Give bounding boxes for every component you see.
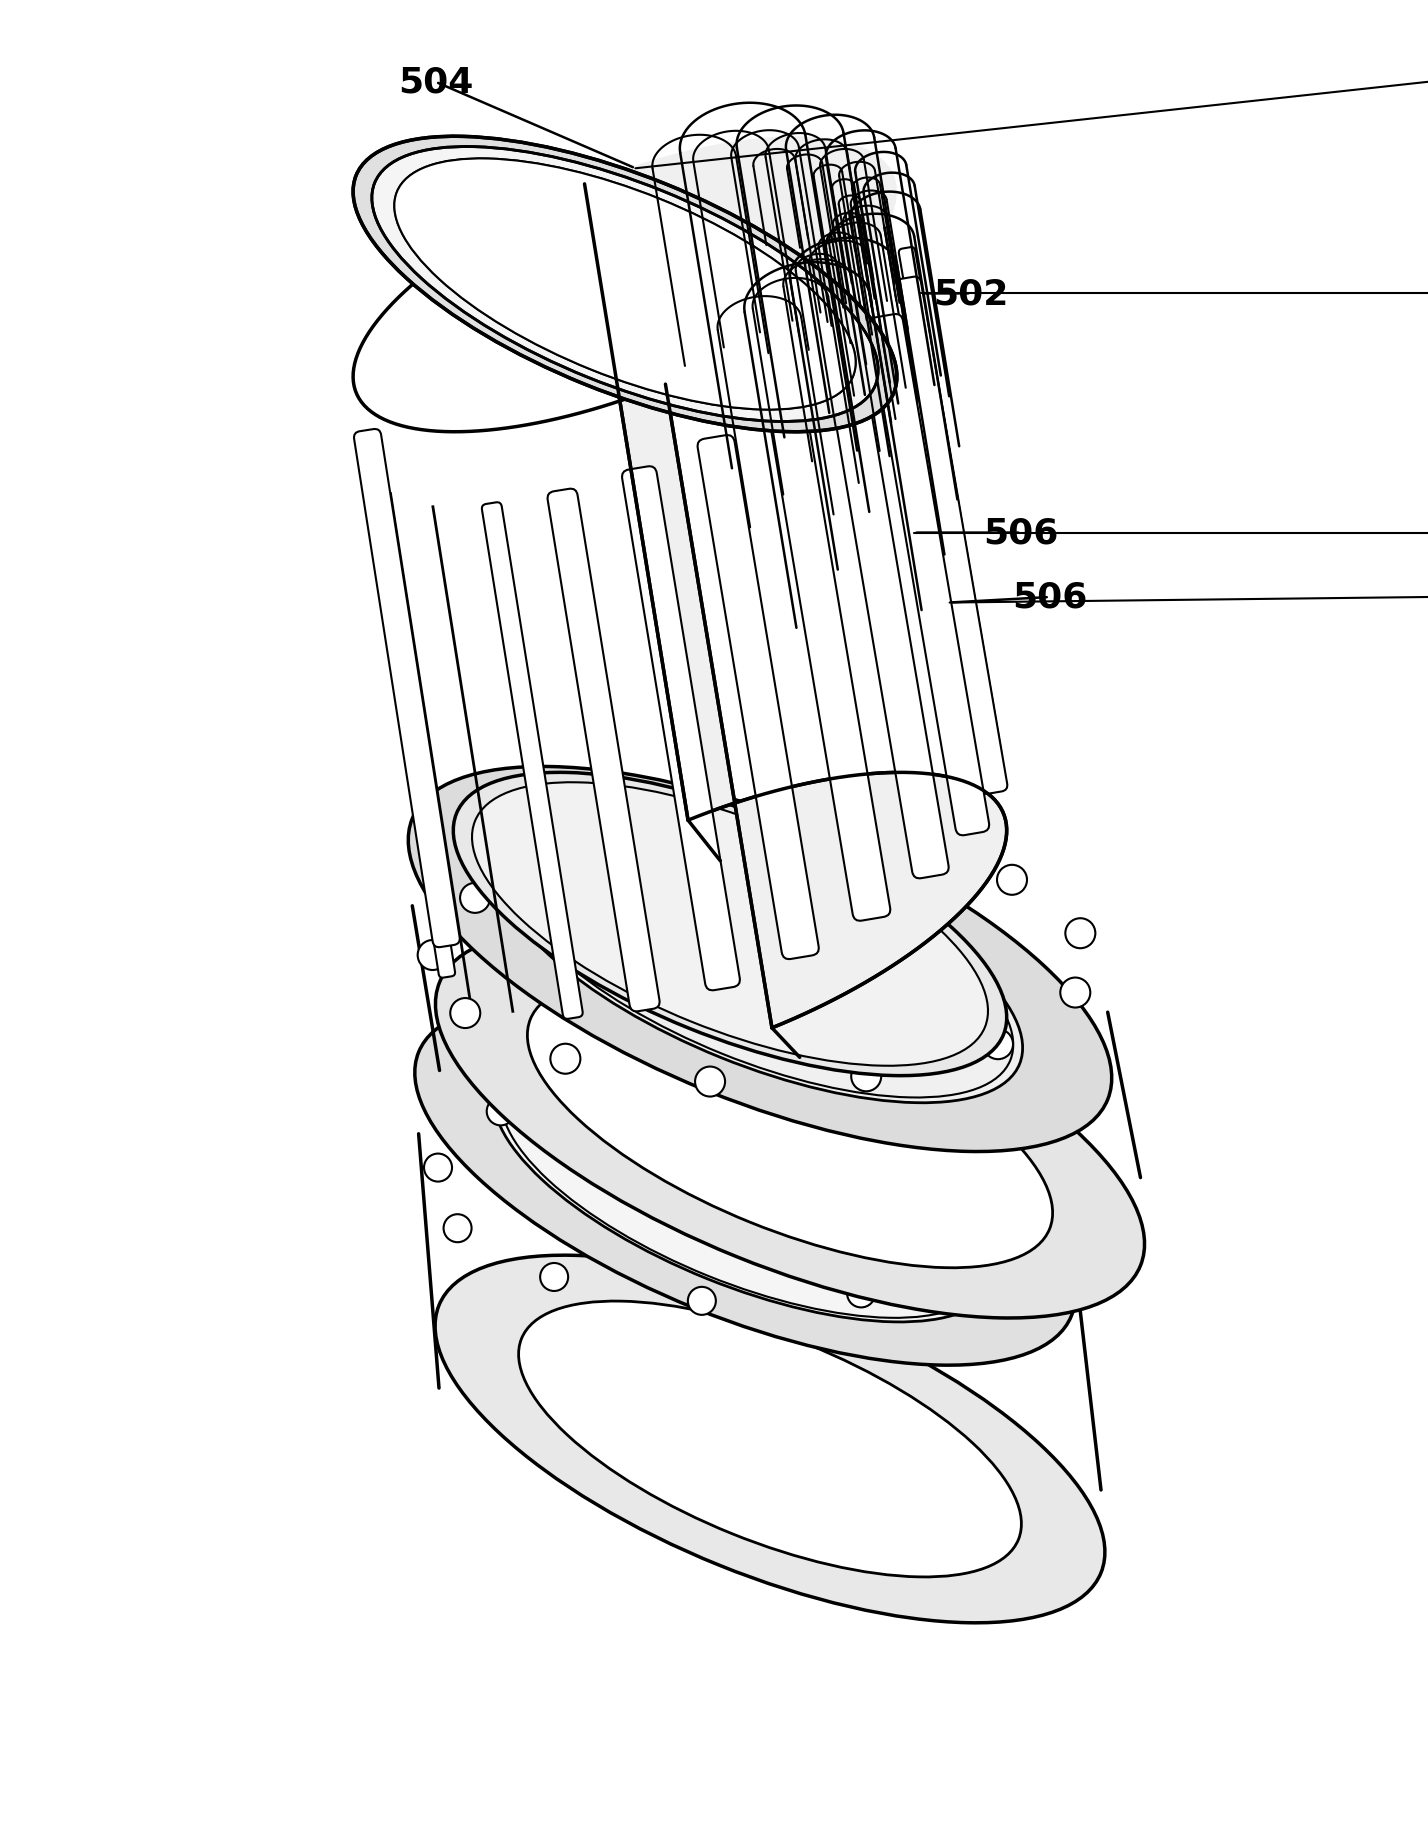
Circle shape xyxy=(444,1214,471,1243)
Circle shape xyxy=(774,1054,803,1081)
FancyBboxPatch shape xyxy=(697,436,818,960)
Circle shape xyxy=(1038,1186,1065,1216)
Circle shape xyxy=(688,1287,715,1315)
Circle shape xyxy=(540,1263,568,1291)
Circle shape xyxy=(847,1280,875,1308)
Circle shape xyxy=(568,840,598,870)
Text: 506: 506 xyxy=(984,517,1058,550)
Circle shape xyxy=(695,1067,725,1096)
Text: 502: 502 xyxy=(934,278,1008,311)
Circle shape xyxy=(997,866,1027,896)
Ellipse shape xyxy=(473,783,988,1067)
Circle shape xyxy=(1065,920,1095,949)
Circle shape xyxy=(424,1153,453,1182)
Circle shape xyxy=(1018,1125,1047,1155)
Circle shape xyxy=(1061,978,1091,1008)
Ellipse shape xyxy=(497,817,1022,1103)
FancyBboxPatch shape xyxy=(547,489,660,1011)
Circle shape xyxy=(615,1061,643,1089)
FancyBboxPatch shape xyxy=(870,314,990,837)
FancyBboxPatch shape xyxy=(360,465,456,978)
Ellipse shape xyxy=(394,160,855,410)
Circle shape xyxy=(871,829,901,861)
Ellipse shape xyxy=(371,147,878,423)
FancyBboxPatch shape xyxy=(354,430,460,947)
Circle shape xyxy=(450,999,480,1028)
Circle shape xyxy=(487,1098,514,1125)
FancyBboxPatch shape xyxy=(481,504,583,1019)
Polygon shape xyxy=(584,138,1007,1028)
FancyBboxPatch shape xyxy=(827,357,948,879)
Circle shape xyxy=(982,1030,1012,1059)
FancyBboxPatch shape xyxy=(894,278,1007,794)
Ellipse shape xyxy=(394,160,855,410)
Circle shape xyxy=(975,1243,1004,1271)
Text: 506: 506 xyxy=(1012,581,1087,614)
Circle shape xyxy=(715,820,745,851)
Ellipse shape xyxy=(494,1046,997,1322)
Ellipse shape xyxy=(527,980,1052,1269)
Circle shape xyxy=(550,1045,580,1074)
Ellipse shape xyxy=(436,1256,1105,1624)
Ellipse shape xyxy=(408,767,1112,1151)
Text: 504: 504 xyxy=(398,66,473,99)
FancyBboxPatch shape xyxy=(898,248,1001,758)
Ellipse shape xyxy=(414,1004,1075,1365)
Circle shape xyxy=(922,1078,950,1105)
FancyBboxPatch shape xyxy=(623,467,740,991)
FancyBboxPatch shape xyxy=(768,397,890,921)
Circle shape xyxy=(460,883,490,914)
Ellipse shape xyxy=(518,1302,1021,1578)
Circle shape xyxy=(851,1061,881,1092)
Circle shape xyxy=(417,940,447,971)
Ellipse shape xyxy=(453,772,1007,1076)
Ellipse shape xyxy=(436,931,1145,1319)
Ellipse shape xyxy=(353,138,897,432)
